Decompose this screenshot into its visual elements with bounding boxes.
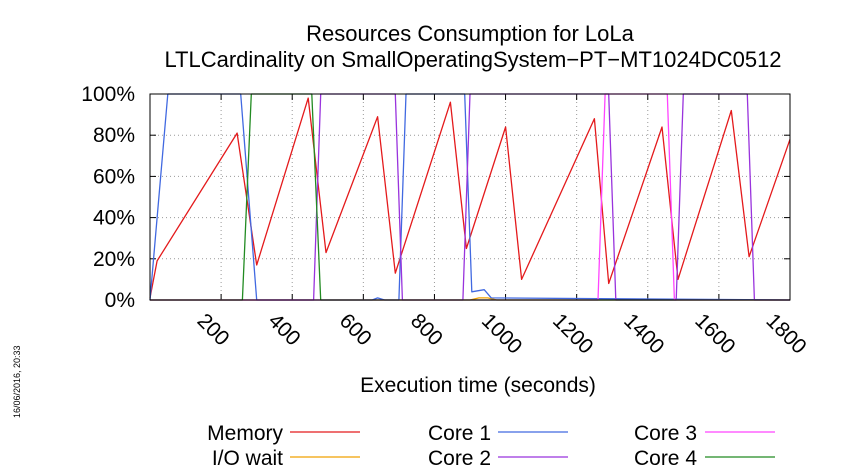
legend-label-i-o-wait: I/O wait (212, 447, 283, 470)
legend-label-memory: Memory (207, 422, 283, 445)
y-axis-ticks: 0% 20% 40% 60% 80% 100% (81, 83, 790, 312)
x-tick-label: 1400 (619, 309, 668, 358)
y-tick-label: 20% (93, 248, 135, 271)
chart-subtitle: LTLCardinality on SmallOperatingSystem−P… (164, 47, 781, 72)
y-tick-label: 80% (93, 124, 135, 147)
x-axis-ticks: 200 400 600 800 1000 1200 1400 1600 1800 (193, 94, 811, 359)
legend-label-core-3: Core 3 (634, 422, 697, 445)
x-tick-label: 1800 (761, 309, 810, 358)
x-tick-label: 800 (406, 309, 447, 350)
timestamp: 16/06/2016, 20:33 (12, 345, 22, 418)
x-tick-label: 600 (335, 309, 376, 350)
series-lines (149, 93, 791, 301)
x-tick-label: 1600 (690, 309, 739, 358)
y-tick-label: 40% (93, 207, 135, 230)
y-tick-label: 60% (93, 165, 135, 188)
legend-label-core-1: Core 1 (428, 422, 491, 445)
x-tick-label: 200 (193, 309, 234, 350)
x-tick-label: 1200 (548, 309, 597, 358)
y-tick-label: 100% (81, 83, 135, 106)
y-tick-label: 0% (105, 289, 135, 312)
series-line-memory (149, 97, 791, 299)
legend-label-core-4: Core 4 (634, 447, 697, 470)
plot-frame (149, 93, 791, 301)
legend-label-core-2: Core 2 (428, 447, 491, 470)
chart-title: Resources Consumption for LoLa (306, 21, 634, 46)
x-axis-label: Execution time (seconds) (360, 374, 596, 397)
x-tick-label: 400 (264, 309, 305, 350)
x-tick-label: 1000 (477, 309, 526, 358)
